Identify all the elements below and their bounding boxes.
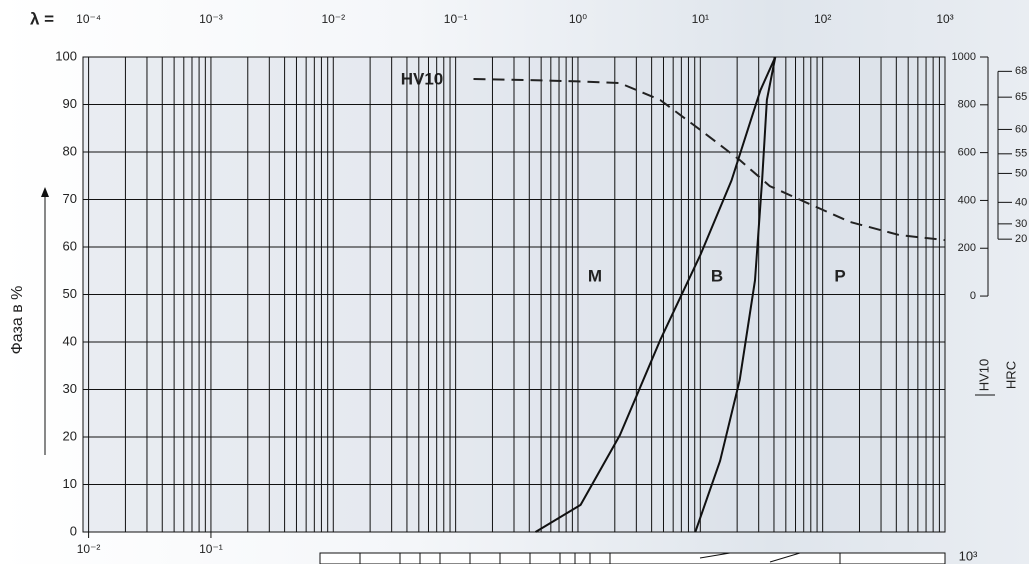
hrc-tick-label: 60 [1015,123,1027,135]
nomogram-ticks [359,552,841,564]
hrc-tick-label: 68 [1015,65,1027,77]
hrc-tick-label: 20 [1015,233,1027,245]
annotation: B [711,266,723,285]
x-tick-label: 10⁰ [569,12,587,26]
y-tick-label: 60 [63,238,77,253]
y-tick-label: 70 [63,191,77,206]
y-tick-label: 40 [63,333,77,348]
hrc-axis-label: HRC [1003,361,1018,389]
y-tick-label: 0 [70,523,77,538]
x-tick-label: 10⁻¹ [444,12,468,26]
annotation: 10³ [959,548,978,563]
y-axis-label: Фаза в % [9,286,26,355]
y-arrow-head [41,187,49,197]
x-prefix: λ = [30,9,54,28]
y2-tick-label: 200 [958,242,976,254]
y2-tick-label: 600 [958,147,976,159]
series-label: HV10 [401,69,444,88]
annotation: P [834,266,845,285]
annotation: M [588,266,602,285]
y-tick-label: 30 [63,381,77,396]
y2-tick-label: 400 [958,194,976,206]
plot-frame [82,56,946,533]
y-tick-label: 80 [63,143,77,158]
y-tick-label: 100 [55,48,77,63]
y-tick-label: 90 [63,96,77,111]
x-tick-label: 10⁻⁴ [76,12,101,26]
y-tick-label: 50 [63,286,77,301]
nomogram-strip [319,552,946,564]
x-tick-label: 10² [814,12,831,26]
x-tick-label: 10⁻² [321,12,345,26]
series-line [473,78,946,242]
x-tick-label: 10⁻³ [199,12,223,26]
hrc-tick-label: 65 [1015,91,1027,103]
x2-tick-label: 10⁻² [77,542,101,556]
y2-tick-label: 1000 [952,51,976,63]
x-tick-label: 10³ [936,12,953,26]
y2-tick-label: 0 [970,290,976,302]
hrc-tick-label: 40 [1015,196,1027,208]
x2-tick-label: 10⁻¹ [199,542,223,556]
series-line [534,56,777,533]
hrc-tick-label: 30 [1015,218,1027,230]
series-line [694,56,777,533]
y-tick-label: 10 [63,476,77,491]
y-tick-label: 20 [63,428,77,443]
y2-axis-label: HV10 [976,359,991,392]
hrc-tick-label: 55 [1015,148,1027,160]
x-tick-label: 10¹ [692,12,709,26]
y2-tick-label: 800 [958,99,976,111]
hrc-tick-label: 50 [1015,167,1027,179]
